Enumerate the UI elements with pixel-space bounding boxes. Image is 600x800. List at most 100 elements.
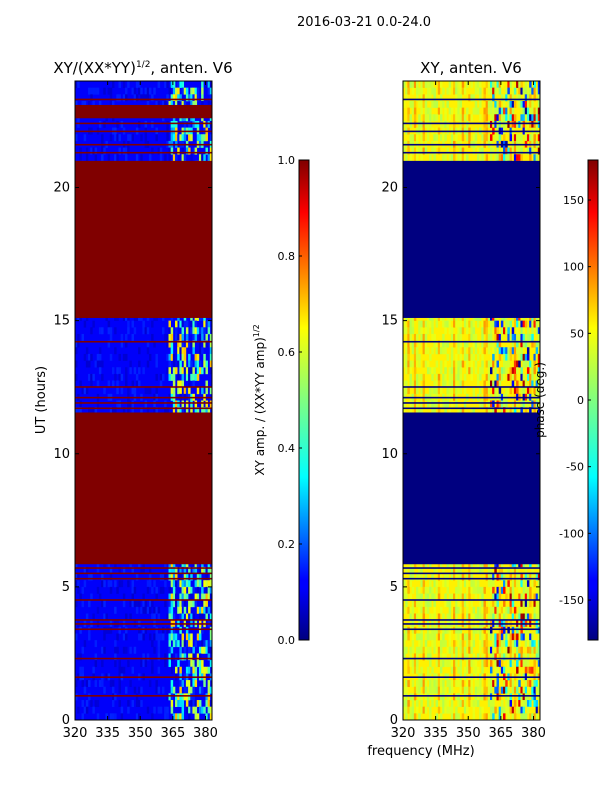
heatmap-cell <box>135 94 139 102</box>
heatmap-cell <box>448 387 452 395</box>
x-tick-label: 365 <box>160 726 185 741</box>
heatmap-cell <box>494 380 497 388</box>
heatmap-cell <box>446 400 449 408</box>
heatmap-cell <box>201 626 204 634</box>
heatmap-cell <box>83 353 87 361</box>
heatmap-cell <box>194 600 198 608</box>
heatmap-cell <box>498 367 502 375</box>
heatmap-cell <box>135 693 139 701</box>
heatmap-cell <box>190 367 193 375</box>
heatmap-cell <box>537 360 540 368</box>
heatmap-cell <box>424 120 428 128</box>
heatmap-cell <box>153 646 156 654</box>
heatmap-cell <box>144 94 148 102</box>
heatmap-cell <box>177 147 180 155</box>
heatmap-cell <box>153 340 156 348</box>
heatmap-cell <box>481 353 484 361</box>
heatmap-cell <box>446 147 449 155</box>
heatmap-cell <box>429 120 432 128</box>
heatmap-cell <box>207 640 211 648</box>
heatmap-cell <box>170 686 174 694</box>
heatmap-cell <box>503 347 506 355</box>
heatmap-cell <box>472 134 476 142</box>
heatmap-cell <box>107 340 111 348</box>
heatmap-cell <box>409 120 412 128</box>
heatmap-cell <box>114 693 117 701</box>
heatmap-cell <box>424 320 428 328</box>
heatmap-cell <box>92 320 95 328</box>
heatmap-cell <box>138 380 141 388</box>
heatmap-cell <box>131 666 135 674</box>
heatmap-cell <box>135 600 139 608</box>
heatmap-cell <box>131 387 135 395</box>
heatmap-cell <box>185 593 189 601</box>
heatmap-cell <box>118 566 121 574</box>
heatmap-cell <box>109 87 113 95</box>
heatmap-cell <box>479 347 482 355</box>
heatmap-cell <box>142 633 145 641</box>
heatmap-cell <box>101 360 104 368</box>
heatmap-cell <box>129 680 132 688</box>
heatmap-cell <box>120 340 124 348</box>
heatmap-cell <box>103 147 106 155</box>
heatmap-cell <box>207 706 211 714</box>
heatmap-cell <box>75 580 78 588</box>
heatmap-cell <box>426 81 430 88</box>
heatmap-cell <box>424 360 428 368</box>
heatmap-cell <box>170 373 174 381</box>
heatmap-cell <box>175 320 178 328</box>
heatmap-cell <box>109 566 113 574</box>
heatmap-cell <box>168 373 171 381</box>
heatmap-cell <box>185 387 189 395</box>
heatmap-cell <box>505 327 508 335</box>
heatmap-cell <box>185 580 189 588</box>
heatmap-cell <box>513 367 517 375</box>
heatmap-cell <box>424 100 428 108</box>
heatmap-cell <box>188 653 191 661</box>
heatmap-cell <box>409 100 412 108</box>
heatmap-cell <box>522 400 526 408</box>
heatmap-cell <box>505 94 508 102</box>
heatmap-cell <box>457 347 460 355</box>
heatmap-cell <box>179 134 182 142</box>
heatmap-cell <box>444 327 447 335</box>
heatmap-cell <box>177 353 180 361</box>
heatmap-cell <box>526 333 530 341</box>
heatmap-cell <box>529 134 532 142</box>
heatmap-cell <box>181 147 185 155</box>
heatmap-cell <box>435 114 439 122</box>
heatmap-cell <box>205 700 208 707</box>
heatmap-cell <box>170 580 174 588</box>
heatmap-cell <box>207 713 211 720</box>
heatmap-cell <box>450 360 454 368</box>
heatmap-cell <box>192 693 195 701</box>
heatmap-cell <box>209 613 212 621</box>
heatmap-cell <box>518 87 521 95</box>
heatmap-cell <box>209 134 212 142</box>
colorbar-tick-label: 0.0 <box>278 634 296 647</box>
heatmap-cell <box>511 327 515 335</box>
heatmap-cell <box>522 340 526 348</box>
heatmap-cell <box>181 367 185 375</box>
heatmap-cell <box>109 626 113 634</box>
heatmap-cell <box>205 573 208 581</box>
heatmap-cell <box>181 700 185 707</box>
heatmap-cell <box>179 593 182 601</box>
heatmap-cell <box>448 373 452 381</box>
heatmap-cell <box>537 134 540 142</box>
heatmap-cell <box>111 380 115 388</box>
heatmap-cell <box>135 154 139 162</box>
heatmap-cell <box>129 613 132 621</box>
heatmap-cell <box>405 94 408 102</box>
heatmap-cell <box>142 653 145 661</box>
heatmap-cell <box>476 340 480 348</box>
heatmap-cell <box>146 653 150 661</box>
heatmap-cell <box>503 373 506 381</box>
heatmap-cell <box>439 347 443 355</box>
heatmap-cell <box>407 81 410 88</box>
heatmap-cell <box>433 333 436 341</box>
heatmap-cell <box>135 713 139 720</box>
heatmap-flag-line <box>75 599 212 601</box>
heatmap-cell <box>116 646 119 654</box>
heatmap-cell <box>437 107 441 115</box>
